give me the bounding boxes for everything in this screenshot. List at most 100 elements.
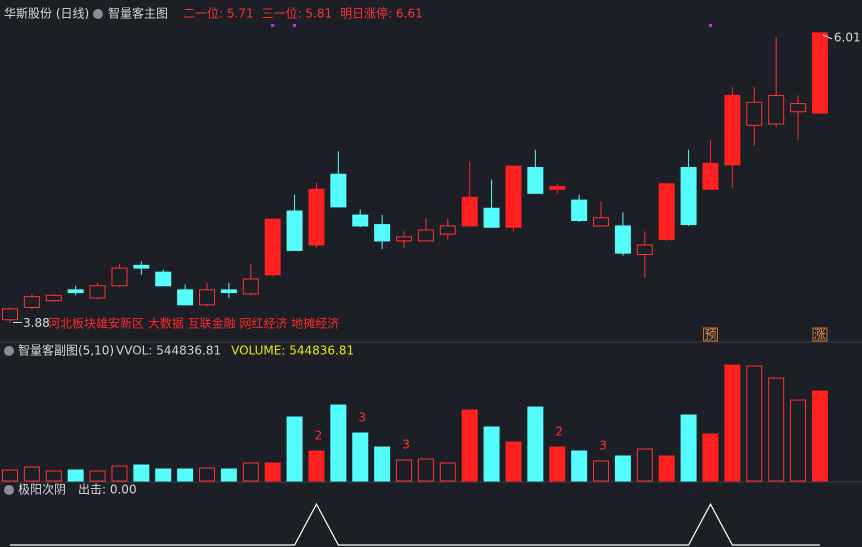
readout: 三一位: 5.81 xyxy=(262,6,333,21)
volume-marker: 3 xyxy=(358,411,366,425)
volume-bar xyxy=(527,406,544,482)
volume-bar xyxy=(768,377,785,482)
volume-marker: 2 xyxy=(555,425,563,439)
candle-body xyxy=(155,271,172,287)
tag-box xyxy=(702,327,718,342)
candle-body xyxy=(768,94,785,125)
tag-box xyxy=(812,327,828,342)
volume-bar xyxy=(702,433,719,482)
candle-body xyxy=(242,278,259,295)
candle-body xyxy=(177,289,194,306)
volume-bar xyxy=(308,450,325,482)
tag: 涨 xyxy=(814,327,826,342)
candle-body xyxy=(593,217,610,227)
volume-marker: 3 xyxy=(599,439,607,453)
candle-body xyxy=(133,264,150,269)
volume-bar xyxy=(286,416,303,482)
volume-bar xyxy=(374,446,391,482)
candle-body xyxy=(374,224,391,242)
volume-bar xyxy=(724,364,741,482)
menu-icon[interactable] xyxy=(93,9,103,19)
volume-bar xyxy=(67,469,84,482)
volume-bar xyxy=(658,455,675,482)
readout: 二一位: 5.71 xyxy=(183,6,254,21)
candle-body xyxy=(680,166,697,226)
volume-bar xyxy=(614,455,631,482)
volume-bar xyxy=(461,409,478,482)
candle-body xyxy=(461,196,478,227)
candle-body xyxy=(286,210,303,251)
candle-body xyxy=(417,229,434,242)
volume-bar xyxy=(483,426,500,482)
pane-title: 智量客主图 xyxy=(108,6,168,21)
candle-body xyxy=(220,289,237,294)
readout: 明日涨停: 6.61 xyxy=(340,6,423,21)
volume-bar xyxy=(680,414,697,482)
volume-bar xyxy=(549,446,566,482)
pane-title: 极阳次阴 xyxy=(18,483,66,497)
candle-body xyxy=(483,207,500,228)
volume-bar xyxy=(396,459,413,482)
volume-bar xyxy=(45,470,62,482)
volume-bar xyxy=(811,390,828,482)
readout: 出击: 0.00 xyxy=(78,483,137,497)
volume-bar xyxy=(571,450,588,482)
volume-bar xyxy=(155,468,172,482)
volume-bar xyxy=(242,462,259,482)
candle-body xyxy=(439,225,456,235)
candle-body xyxy=(45,294,62,302)
indicator-line xyxy=(10,502,820,546)
candle-body xyxy=(702,162,719,190)
candle-body xyxy=(527,166,544,194)
volume-bar xyxy=(790,399,807,482)
candle-body xyxy=(111,267,128,287)
candle-body xyxy=(614,225,631,254)
candle-body xyxy=(746,101,763,126)
volume-bar xyxy=(352,432,369,482)
candle-body xyxy=(549,186,566,190)
candle-body xyxy=(571,199,588,222)
candle-body xyxy=(67,289,84,294)
candle-body xyxy=(2,308,18,321)
volume-bar xyxy=(89,470,106,482)
volume-bar xyxy=(330,404,347,482)
volume-marker: 3 xyxy=(402,438,410,452)
volume-bar xyxy=(199,467,216,482)
volume-bar xyxy=(177,468,194,482)
candle-body xyxy=(264,218,281,276)
volume-bar xyxy=(220,468,237,482)
stock-name: 华斯股份 (日线) xyxy=(4,7,89,21)
candle-body xyxy=(658,183,675,241)
candle-body xyxy=(330,173,347,208)
volume-bar xyxy=(746,365,763,482)
high-arrow xyxy=(822,34,833,40)
volume-bar xyxy=(264,462,281,482)
volume-bar xyxy=(23,466,40,482)
candle-body xyxy=(724,94,741,166)
volume-bar xyxy=(593,460,610,482)
volume-marker: 2 xyxy=(315,429,323,443)
low-label: 3.88 xyxy=(23,316,50,330)
signal-dot xyxy=(708,24,712,27)
volume-bar xyxy=(2,469,18,482)
pane-title: 智量客副图(5,10) xyxy=(18,343,114,358)
concept-text: 河北板块雄安新区 大数据 互联金融 网红经济 地摊经济 xyxy=(48,316,339,331)
volume-bar xyxy=(439,462,456,482)
menu-icon[interactable] xyxy=(4,485,14,495)
readout: VVOL: 544836.81 xyxy=(116,344,221,358)
candle-body xyxy=(23,296,40,309)
menu-icon[interactable] xyxy=(4,346,14,356)
candle-body xyxy=(352,214,369,227)
volume-bar xyxy=(111,465,128,482)
volume-bar xyxy=(133,464,150,482)
candle-body xyxy=(790,103,807,113)
candle-body xyxy=(308,188,325,246)
candle-body xyxy=(396,236,413,242)
candle-body xyxy=(811,32,828,114)
volume-bar xyxy=(636,448,653,482)
high-label: 6.01 xyxy=(834,30,861,44)
tag: 预 xyxy=(704,328,716,342)
candle-body xyxy=(89,285,106,299)
